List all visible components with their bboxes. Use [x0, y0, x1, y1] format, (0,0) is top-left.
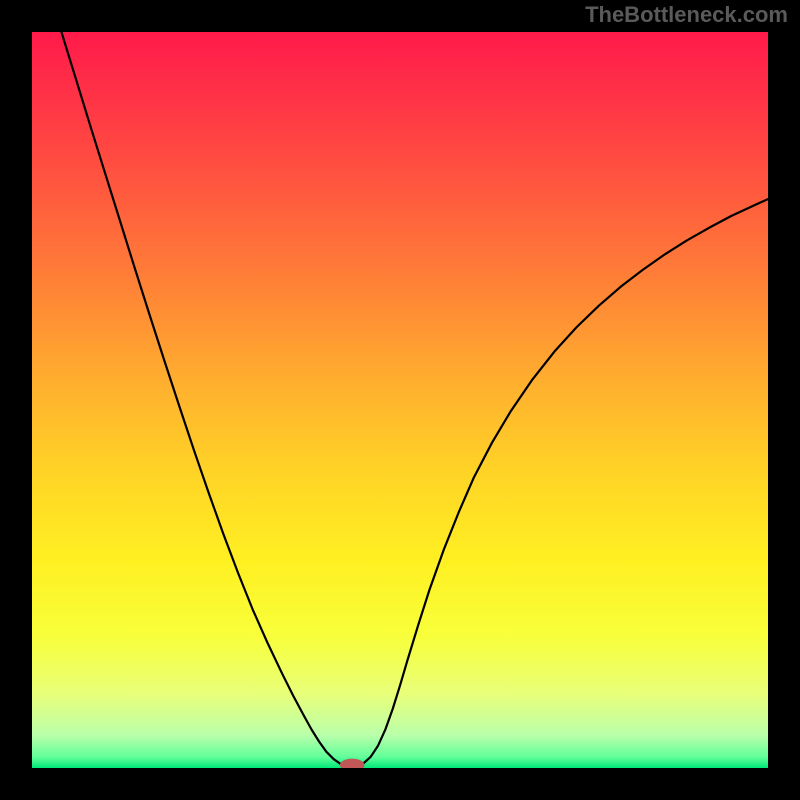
chart-svg	[32, 32, 768, 768]
watermark-text: TheBottleneck.com	[585, 2, 788, 28]
optimum-marker	[340, 759, 364, 768]
chart-background	[32, 32, 768, 768]
plot-area	[32, 32, 768, 768]
